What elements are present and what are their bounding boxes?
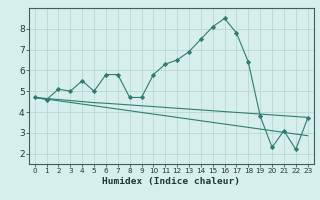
X-axis label: Humidex (Indice chaleur): Humidex (Indice chaleur) <box>102 177 240 186</box>
